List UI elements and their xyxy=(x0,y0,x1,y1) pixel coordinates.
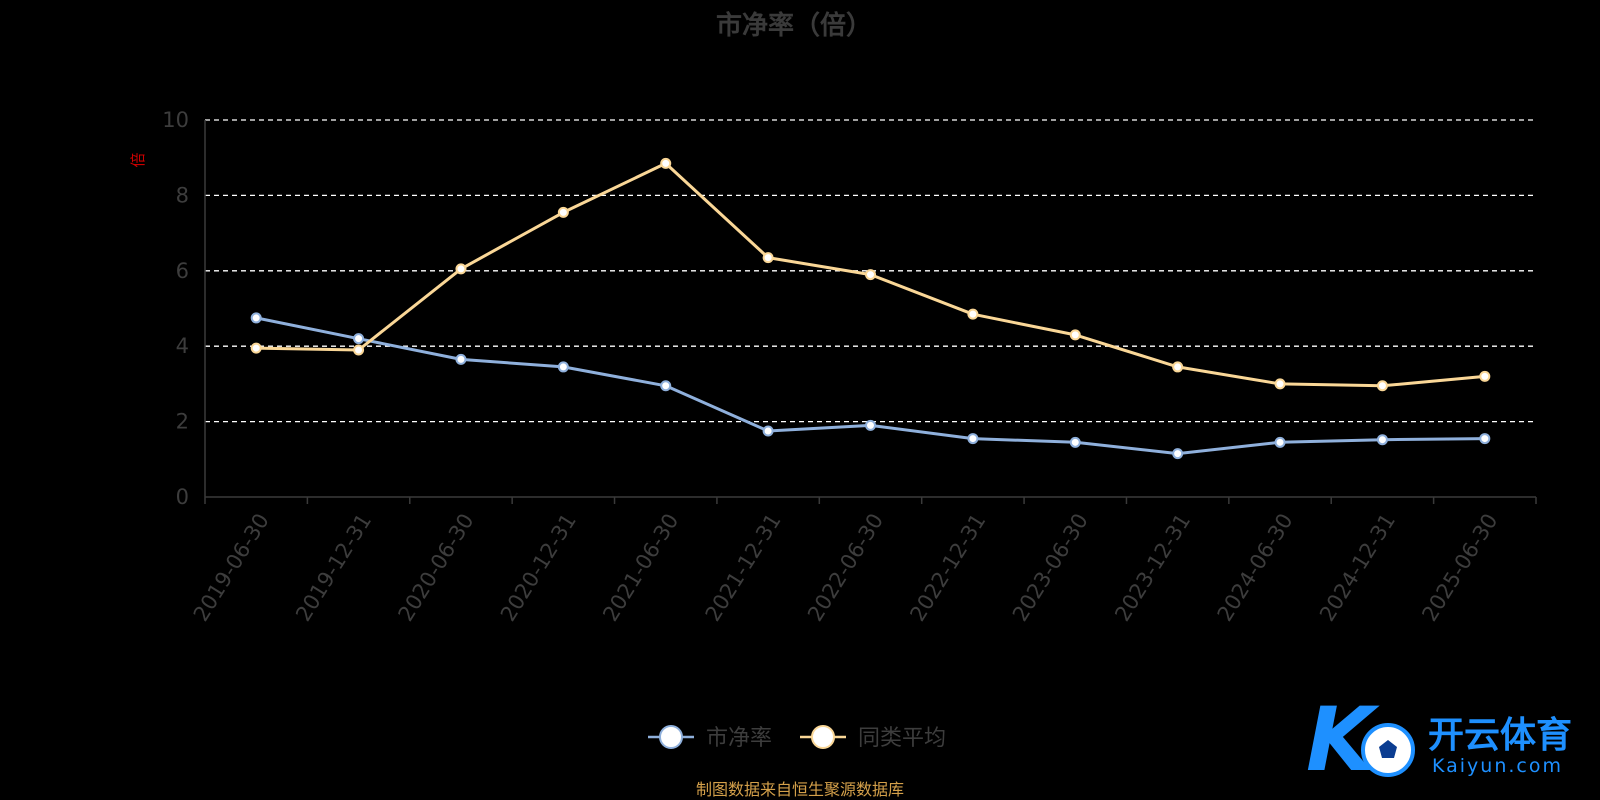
x-tick-label-0: 2019-06-30 xyxy=(189,509,274,625)
x-tick-label-4: 2021-06-30 xyxy=(598,509,683,625)
series-1-point-11[interactable] xyxy=(1376,380,1388,392)
series-0-point-8[interactable] xyxy=(1069,436,1081,448)
x-tick-label-10: 2024-06-30 xyxy=(1213,509,1298,625)
series-lines xyxy=(250,157,1491,460)
series-1-point-9[interactable] xyxy=(1172,361,1184,373)
legend-swatch-marker-1 xyxy=(811,725,835,749)
series-1-point-8[interactable] xyxy=(1069,329,1081,341)
soccer-ball-patch xyxy=(1379,740,1397,758)
x-tick-label-7: 2022-12-31 xyxy=(905,509,990,625)
series-0-point-9[interactable] xyxy=(1172,448,1184,460)
legend-swatch-marker-0 xyxy=(659,725,683,749)
series-1-point-7[interactable] xyxy=(967,308,979,320)
series-0-point-12[interactable] xyxy=(1479,433,1491,445)
watermark-logo: 开云体育 Kaiyun.com K xyxy=(1306,688,1572,791)
series-0-point-3[interactable] xyxy=(557,361,569,373)
series-0-point-4[interactable] xyxy=(660,380,672,392)
y-tick-label-2: 4 xyxy=(176,334,189,358)
series-1-point-3[interactable] xyxy=(557,206,569,218)
series-1-point-0[interactable] xyxy=(250,342,262,354)
series-0-point-11[interactable] xyxy=(1376,434,1388,446)
x-tick-label-5: 2021-12-31 xyxy=(701,509,786,625)
series-0-point-5[interactable] xyxy=(762,425,774,437)
legend-label-0: 市净率 xyxy=(706,726,772,751)
y-tick-label-4: 8 xyxy=(176,183,189,207)
series-0-point-2[interactable] xyxy=(455,353,467,365)
watermark-brand: 开云体育 xyxy=(1428,715,1572,756)
series-1-point-10[interactable] xyxy=(1274,378,1286,390)
series-0-point-0[interactable] xyxy=(250,312,262,324)
series-1-point-12[interactable] xyxy=(1479,370,1491,382)
y-tick-label-3: 6 xyxy=(176,259,189,283)
y-tick-label-0: 0 xyxy=(176,485,189,509)
series-1-point-5[interactable] xyxy=(762,252,774,264)
x-tick-label-8: 2023-06-30 xyxy=(1008,509,1093,625)
legend-label-1: 同类平均 xyxy=(858,726,946,751)
series-1-point-1[interactable] xyxy=(353,344,365,356)
legend-item-1[interactable]: 同类平均 xyxy=(800,725,946,751)
x-tick-label-2: 2020-06-30 xyxy=(394,509,479,625)
x-tick-label-1: 2019-12-31 xyxy=(291,509,376,625)
series-0-point-6[interactable] xyxy=(865,419,876,431)
legend: 市净率 同类平均 xyxy=(648,725,946,751)
grid-lines xyxy=(205,119,1536,423)
y-tick-label-5: 10 xyxy=(162,108,189,132)
data-source-note: 制图数据来自恒生聚源数据库 xyxy=(696,780,904,799)
x-tick-label-6: 2022-06-30 xyxy=(803,509,888,625)
watermark-url: Kaiyun.com xyxy=(1432,755,1563,777)
y-axis-label: 倍 xyxy=(129,152,147,167)
legend-item-0[interactable]: 市净率 xyxy=(648,725,772,751)
series-1-point-6[interactable] xyxy=(865,269,876,281)
x-tick-label-3: 2020-12-31 xyxy=(496,509,581,625)
series-0-point-1[interactable] xyxy=(353,333,365,345)
x-tick-label-11: 2024-12-31 xyxy=(1315,509,1400,625)
x-tick-label-12: 2025-06-30 xyxy=(1417,509,1502,625)
series-0-point-7[interactable] xyxy=(967,433,979,445)
series-1-point-4[interactable] xyxy=(660,157,672,169)
chart-title: 市净率（倍） xyxy=(716,10,872,41)
series-1-point-2[interactable] xyxy=(455,263,467,275)
series-0-point-10[interactable] xyxy=(1274,436,1286,448)
x-tick-label-9: 2023-12-31 xyxy=(1110,509,1195,625)
y-tick-label-1: 2 xyxy=(176,410,189,434)
